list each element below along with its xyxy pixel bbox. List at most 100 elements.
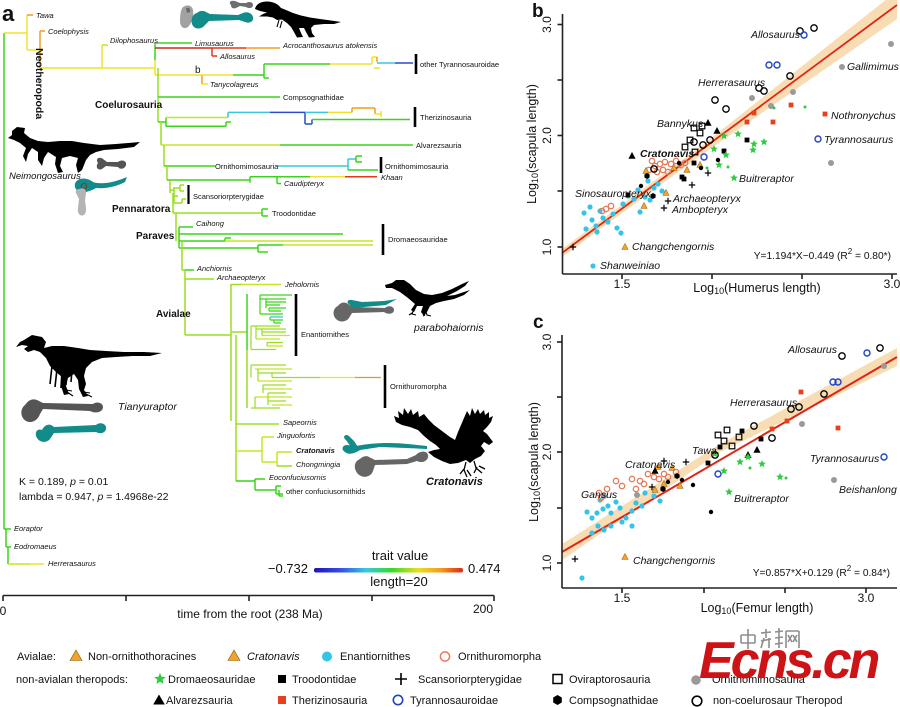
svg-text:other Tyrannosauroidae: other Tyrannosauroidae — [420, 60, 499, 69]
svg-text:Cratonavis: Cratonavis — [426, 476, 483, 488]
svg-text:Ornithuromorpha: Ornithuromorpha — [390, 382, 448, 391]
svg-text:2.0: 2.0 — [540, 127, 554, 144]
svg-text:Ornithomimosauria: Ornithomimosauria — [712, 674, 806, 686]
svg-text:Anchiornis: Anchiornis — [196, 264, 232, 273]
svg-text:Dilophosaurus: Dilophosaurus — [110, 36, 158, 45]
svg-text:3.0: 3.0 — [884, 277, 900, 291]
svg-text:Troodontidae: Troodontidae — [272, 209, 316, 218]
svg-text:Troodontidae: Troodontidae — [292, 674, 356, 686]
svg-text:3.0: 3.0 — [540, 16, 554, 33]
svg-text:Gansus: Gansus — [581, 489, 618, 501]
svg-text:Tyrannosauroidae: Tyrannosauroidae — [410, 695, 498, 707]
svg-text:Caudipteryx: Caudipteryx — [284, 179, 324, 188]
svg-text:Scansoriorpterygidae: Scansoriorpterygidae — [418, 674, 522, 686]
svg-text:Pennaratora: Pennaratora — [112, 204, 171, 215]
svg-text:Eoconfuciusornis: Eoconfuciusornis — [269, 473, 326, 482]
svg-text:Compsognathidae: Compsognathidae — [283, 93, 344, 102]
svg-text:Gallimimus: Gallimimus — [847, 61, 900, 73]
svg-text:3.0: 3.0 — [540, 333, 554, 350]
svg-text:0: 0 — [0, 604, 7, 618]
svg-text:Alvarezsauria: Alvarezsauria — [416, 141, 462, 150]
svg-text:Allosaurus: Allosaurus — [219, 52, 255, 61]
svg-text:Acrocanthosaurus atokensis: Acrocanthosaurus atokensis — [282, 41, 377, 50]
svg-text:Herrerasaurus: Herrerasaurus — [698, 77, 766, 89]
svg-text:Neimongosaurus: Neimongosaurus — [9, 171, 81, 182]
svg-text:0.474: 0.474 — [468, 561, 501, 576]
svg-text:Ornithuromorpha: Ornithuromorpha — [458, 651, 542, 663]
svg-text:Dromaeosauridae: Dromaeosauridae — [388, 235, 448, 244]
svg-text:Buitreraptor: Buitreraptor — [739, 173, 794, 185]
svg-text:Tawa: Tawa — [692, 445, 717, 457]
svg-text:Compsognathidae: Compsognathidae — [569, 695, 658, 707]
svg-text:Log10(scapula length): Log10(scapula length) — [527, 402, 542, 522]
svg-text:Archaeopteryx: Archaeopteryx — [672, 193, 741, 205]
svg-text:1.5: 1.5 — [614, 277, 631, 291]
svg-text:3.0: 3.0 — [858, 591, 875, 605]
svg-text:K = 0.189, p = 0.01: K = 0.189, p = 0.01 — [19, 476, 109, 488]
svg-text:1.5: 1.5 — [614, 591, 631, 605]
svg-text:b: b — [195, 65, 201, 76]
svg-text:b: b — [532, 1, 544, 22]
svg-text:200: 200 — [473, 602, 493, 616]
svg-text:Archaeopteryx: Archaeopteryx — [216, 273, 266, 282]
svg-text:Jeholornis: Jeholornis — [284, 280, 319, 289]
svg-text:Therizinosauria: Therizinosauria — [420, 113, 472, 122]
svg-text:Avialae: Avialae — [156, 309, 191, 320]
svg-text:Allosaurus: Allosaurus — [787, 344, 838, 356]
svg-text:Eoraptor: Eoraptor — [14, 524, 43, 533]
svg-text:Ornithomimosauria: Ornithomimosauria — [385, 162, 449, 171]
svg-text:Ecns.cn: Ecns.cn — [699, 632, 879, 690]
svg-text:parabohaiornis: parabohaiornis — [413, 322, 484, 334]
svg-text:Ornithomimosauria: Ornithomimosauria — [215, 162, 279, 171]
svg-text:Khaan: Khaan — [381, 173, 403, 182]
svg-text:Y=0.857*X+0.129 (R2 = 0.84*): Y=0.857*X+0.129 (R2 = 0.84*) — [753, 564, 890, 579]
svg-text:Neotheropoda: Neotheropoda — [33, 48, 45, 119]
svg-text:non-avialan theropods:: non-avialan theropods: — [16, 674, 128, 686]
svg-text:Limusaurus: Limusaurus — [195, 39, 234, 48]
svg-text:Cratonavis: Cratonavis — [296, 446, 335, 455]
svg-text:Y=1.194*X−0.449 (R2 = 0.80*): Y=1.194*X−0.449 (R2 = 0.80*) — [754, 247, 891, 262]
svg-text:time from the root (238 Ma): time from the root (238 Ma) — [177, 607, 322, 621]
svg-text:Allosaurus: Allosaurus — [750, 29, 801, 41]
svg-text:Changchengornis: Changchengornis — [633, 555, 716, 567]
svg-text:Herrerasaurus: Herrerasaurus — [48, 559, 96, 568]
svg-text:1.0: 1.0 — [540, 554, 554, 571]
svg-text:Coelophysis: Coelophysis — [48, 27, 89, 36]
svg-text:Enantiornithes: Enantiornithes — [340, 651, 411, 663]
svg-text:Log10(Humerus length): Log10(Humerus length) — [693, 281, 820, 296]
svg-text:Beishanlong: Beishanlong — [839, 484, 897, 496]
svg-text:Buitreraptor: Buitreraptor — [734, 493, 789, 505]
svg-text:Oviraptorosauria: Oviraptorosauria — [569, 674, 651, 686]
svg-text:Cratonavis: Cratonavis — [247, 651, 300, 663]
svg-text:a: a — [2, 1, 15, 26]
svg-text:Tanycolagreus: Tanycolagreus — [210, 80, 259, 89]
svg-text:c: c — [533, 312, 544, 333]
svg-text:Avialae:: Avialae: — [17, 651, 56, 663]
svg-text:Log10(scapula length): Log10(scapula length) — [525, 84, 540, 204]
svg-text:trait value: trait value — [372, 548, 428, 563]
svg-text:Enantiornithes: Enantiornithes — [301, 330, 349, 339]
svg-text:Cratonavis: Cratonavis — [640, 148, 694, 160]
svg-text:Shanweiniao: Shanweiniao — [600, 260, 660, 272]
svg-text:other confuciusornithids: other confuciusornithids — [286, 487, 365, 496]
svg-text:Log10(Femur length): Log10(Femur length) — [701, 601, 814, 616]
svg-text:Eodromaeus: Eodromaeus — [14, 542, 57, 551]
svg-text:Scansoriorpterygidae: Scansoriorpterygidae — [193, 192, 264, 201]
svg-text:2.0: 2.0 — [540, 443, 554, 460]
svg-text:Caihong: Caihong — [196, 219, 225, 228]
svg-text:Non-ornithothoracines: Non-ornithothoracines — [88, 651, 197, 663]
svg-text:Changchengornis: Changchengornis — [632, 241, 715, 253]
svg-text:Cratonavis: Cratonavis — [625, 459, 676, 471]
svg-text:lambda = 0.947, p = 1.4968e-22: lambda = 0.947, p = 1.4968e-22 — [19, 491, 169, 503]
svg-text:Tyrannosaurus: Tyrannosaurus — [824, 134, 894, 146]
svg-text:Bannykus: Bannykus — [657, 118, 704, 130]
svg-text:Paraves: Paraves — [136, 231, 175, 242]
svg-text:Chongmingia: Chongmingia — [296, 460, 340, 469]
svg-text:Herrerasaurus: Herrerasaurus — [730, 397, 798, 409]
svg-text:Nothronychus: Nothronychus — [831, 110, 897, 122]
svg-text:non-coelurosaur Theropod: non-coelurosaur Theropod — [713, 695, 842, 707]
svg-text:Tawa: Tawa — [36, 11, 54, 20]
svg-text:Dromaeosauridae: Dromaeosauridae — [168, 674, 255, 686]
svg-text:Ambopteryx: Ambopteryx — [671, 204, 729, 216]
svg-text:1.0: 1.0 — [540, 238, 554, 255]
